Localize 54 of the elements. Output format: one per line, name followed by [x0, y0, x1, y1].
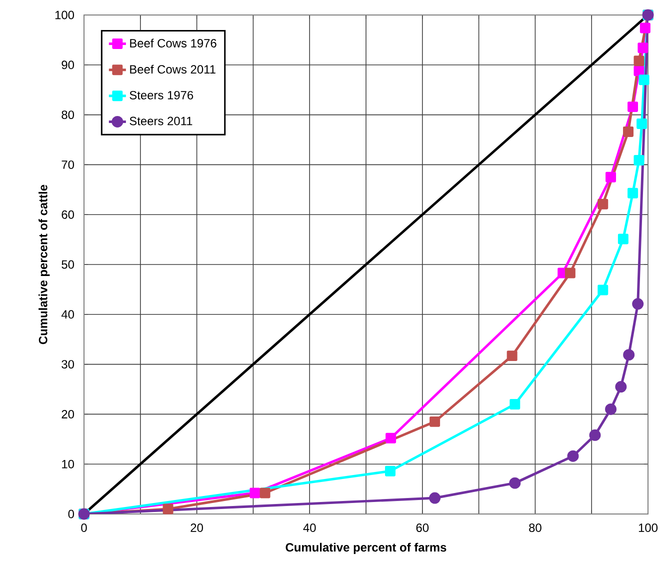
point	[634, 66, 644, 76]
point	[385, 466, 396, 476]
y-axis-title: Cumulative percent of cattle	[38, 184, 50, 344]
y-tick-label: 20	[62, 410, 74, 418]
point	[628, 188, 638, 198]
x-tick-label: 40	[303, 524, 316, 532]
x-tick-label: 20	[190, 524, 203, 532]
point	[623, 126, 634, 138]
y-tick-label: 40	[61, 310, 74, 319]
point	[564, 268, 576, 278]
y-tick-label: 80	[62, 110, 74, 120]
y-tick-label: 50	[62, 260, 74, 269]
point	[589, 429, 601, 441]
point	[606, 172, 616, 182]
y-tick-label: 70	[62, 160, 74, 169]
point	[567, 450, 579, 462]
x-tick-label: 60	[416, 524, 429, 532]
x-tick-label: 80	[529, 524, 542, 532]
y-tick-label: 90	[62, 60, 74, 70]
point	[634, 56, 644, 66]
point	[605, 403, 617, 415]
point	[636, 118, 648, 130]
point	[386, 432, 396, 444]
y-tick-label: 30	[62, 360, 74, 369]
point	[640, 22, 650, 34]
legend-label: Steers 1976	[130, 90, 194, 100]
point	[638, 42, 648, 54]
point	[618, 234, 628, 244]
point	[634, 154, 644, 166]
point	[638, 74, 650, 86]
point	[429, 492, 441, 504]
point	[250, 488, 260, 498]
point	[615, 381, 627, 392]
point	[510, 398, 520, 410]
x-axis-title: Cumulative percent of farms	[286, 542, 446, 554]
point	[509, 477, 521, 489]
legend-label: Beef Cows 2011	[130, 64, 216, 74]
legend-label: Beef Cows 1976	[130, 38, 216, 48]
point	[506, 350, 518, 362]
y-tick-label: 100	[55, 10, 74, 20]
legend-label: Steers 2011	[130, 116, 192, 126]
x-tick-label: 100	[638, 524, 658, 532]
point	[623, 349, 635, 361]
point	[430, 416, 440, 427]
y-tick-label: 10	[62, 460, 74, 468]
y-tick-label: 0	[68, 510, 74, 518]
y-tick-label: 60	[62, 210, 74, 219]
point	[632, 298, 644, 310]
point	[260, 488, 270, 498]
point	[162, 504, 174, 514]
point	[628, 102, 638, 112]
point	[598, 198, 608, 210]
point	[598, 284, 608, 296]
x-tick-label: 0	[81, 524, 87, 532]
